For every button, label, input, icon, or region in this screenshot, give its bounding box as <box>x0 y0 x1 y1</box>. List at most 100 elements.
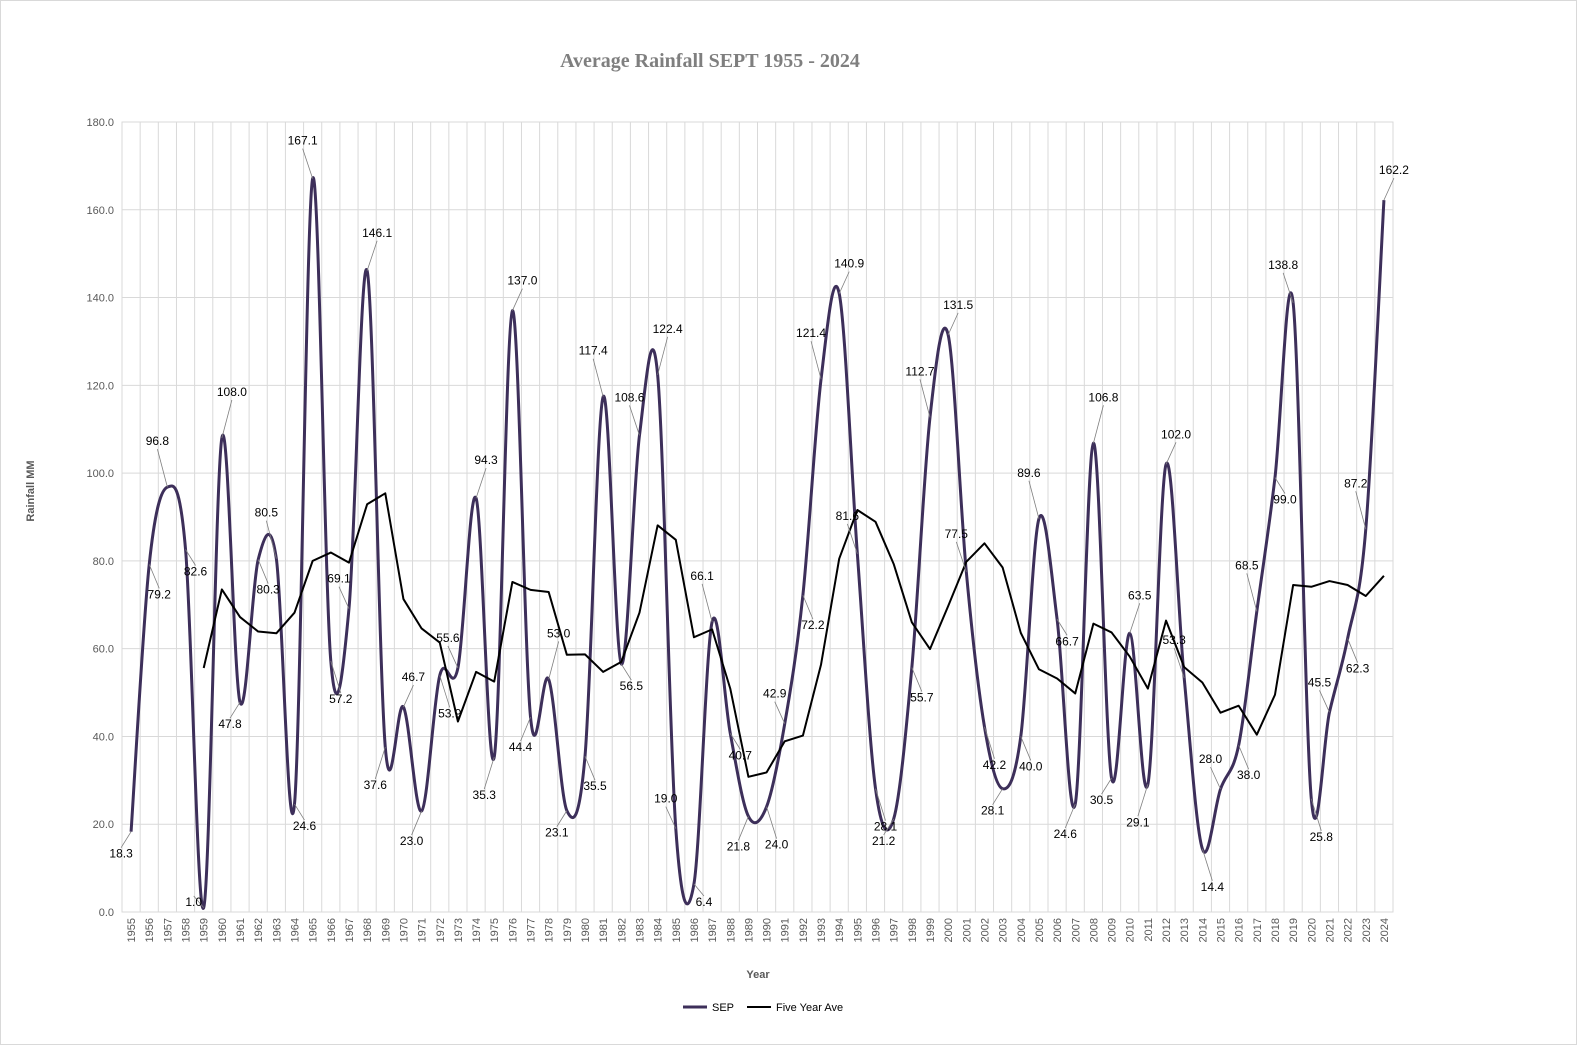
x-tick-label: 1960 <box>217 918 229 942</box>
x-axis-title: Year <box>746 969 770 981</box>
series-line-sep <box>129 176 1386 910</box>
data-label-leader <box>374 746 386 780</box>
data-label: 167.1 <box>288 134 318 148</box>
x-tick-label: 2021 <box>1324 918 1336 942</box>
data-label-leader <box>1210 766 1221 790</box>
x-tick-label: 2019 <box>1288 918 1300 942</box>
y-axis-title: Rainfall MM <box>25 460 37 521</box>
data-label: 80.3 <box>256 583 280 597</box>
data-label: 42.2 <box>983 758 1007 772</box>
data-label-leader <box>1201 848 1213 881</box>
chart-title: Average Rainfall SEPT 1955 - 2024 <box>560 50 860 72</box>
x-tick-label: 2005 <box>1034 918 1046 942</box>
x-tick-label: 1992 <box>798 918 810 942</box>
legend-label-sep: SEP <box>712 1002 734 1014</box>
x-tick-label: 1961 <box>235 918 247 942</box>
data-label: 108.6 <box>614 390 644 404</box>
data-label-leader <box>1020 736 1032 761</box>
data-label: 80.5 <box>255 506 279 520</box>
x-axis-ticks: 1955 1956 1957 1958 1959 1960 1961 1962 1963 1964… <box>126 918 1391 942</box>
data-label-leader <box>802 594 814 620</box>
x-tick-label: 2004 <box>1016 918 1028 942</box>
data-label-leader <box>302 148 314 179</box>
data-label: 6.4 <box>696 895 713 909</box>
x-tick-label: 1998 <box>907 918 919 942</box>
x-tick-label: 1978 <box>544 918 556 942</box>
data-label-leader <box>1355 491 1367 530</box>
data-label-leader <box>875 788 886 821</box>
y-axis-ticks: 0.0 20.0 40.0 60.0 80.0 100.0 120.0 140.0 160.0 1… <box>86 117 114 919</box>
x-tick-label: 1975 <box>489 918 501 942</box>
x-tick-label: 1987 <box>707 918 719 942</box>
legend: SEP Five Year Ave <box>683 1002 843 1014</box>
data-label-leader <box>1028 480 1040 519</box>
data-label-leader <box>366 240 378 271</box>
x-tick-label: 2013 <box>1179 918 1191 942</box>
data-label-leader <box>148 564 160 589</box>
y-tick-label: 80.0 <box>93 556 114 568</box>
data-label: 55.7 <box>910 691 934 705</box>
data-label-leader <box>1310 798 1322 831</box>
data-label-leader <box>512 288 523 311</box>
x-tick-label: 2003 <box>998 918 1010 942</box>
data-label: 46.7 <box>402 670 426 684</box>
x-tick-label: 1963 <box>271 918 283 942</box>
data-label-leader <box>265 520 277 559</box>
data-label-leader <box>620 663 632 681</box>
x-tick-label: 1982 <box>616 918 628 942</box>
x-tick-label: 1962 <box>253 918 265 942</box>
data-label: 28.0 <box>1199 752 1223 766</box>
x-tick-label: 1976 <box>507 918 519 942</box>
x-tick-label: 1971 <box>417 918 429 942</box>
data-label: 138.8 <box>1268 258 1298 272</box>
data-label-leader <box>1173 647 1185 679</box>
data-label: 146.1 <box>362 226 392 240</box>
data-label: 57.2 <box>329 692 353 706</box>
data-label-leader <box>693 883 705 897</box>
data-label-leader <box>1129 603 1141 634</box>
data-label: 122.4 <box>653 322 683 336</box>
data-label: 24.6 <box>1054 827 1078 841</box>
data-label: 131.5 <box>943 298 973 312</box>
data-label: 23.1 <box>545 826 569 840</box>
y-tick-label: 0.0 <box>99 907 114 919</box>
x-tick-label: 1996 <box>871 918 883 942</box>
x-tick-label: 1986 <box>689 918 701 942</box>
x-tick-label: 1967 <box>344 918 356 942</box>
data-label-leader <box>1238 745 1250 770</box>
data-label-leader <box>838 271 850 294</box>
x-tick-label: 2009 <box>1107 918 1119 942</box>
y-tick-label: 60.0 <box>93 644 114 656</box>
data-label: 102.0 <box>1161 427 1191 441</box>
data-label: 45.5 <box>1308 675 1332 689</box>
data-label-leader <box>294 803 305 821</box>
data-label-leader <box>1383 177 1395 201</box>
data-label-leader <box>520 716 531 742</box>
data-label-leader <box>338 586 350 609</box>
data-label-leader <box>403 684 414 708</box>
data-label-leader <box>439 675 451 708</box>
data-label-leader <box>1274 477 1286 494</box>
data-label-leader <box>447 645 459 669</box>
data-label: 72.2 <box>801 618 825 632</box>
x-tick-label: 2006 <box>1052 918 1064 942</box>
x-tick-label: 1994 <box>834 918 846 942</box>
y-tick-label: 120.0 <box>86 380 114 392</box>
data-label-leader <box>657 336 669 375</box>
x-tick-label: 2015 <box>1216 918 1228 942</box>
data-label: 77.5 <box>945 527 969 541</box>
x-tick-label: 1990 <box>762 918 774 942</box>
x-tick-label: 1997 <box>889 918 901 942</box>
x-tick-label: 1974 <box>471 918 483 942</box>
data-label: 14.4 <box>1201 880 1225 894</box>
data-label: 1.0 <box>185 895 202 909</box>
data-label: 94.3 <box>474 453 498 467</box>
data-label: 108.0 <box>217 385 247 399</box>
x-tick-label: 2012 <box>1161 918 1173 942</box>
data-label-leader <box>592 358 604 397</box>
data-label-leader <box>1165 442 1177 465</box>
data-label: 121.4 <box>796 326 826 340</box>
data-label-leader <box>193 895 205 908</box>
x-tick-label: 1979 <box>562 918 574 942</box>
